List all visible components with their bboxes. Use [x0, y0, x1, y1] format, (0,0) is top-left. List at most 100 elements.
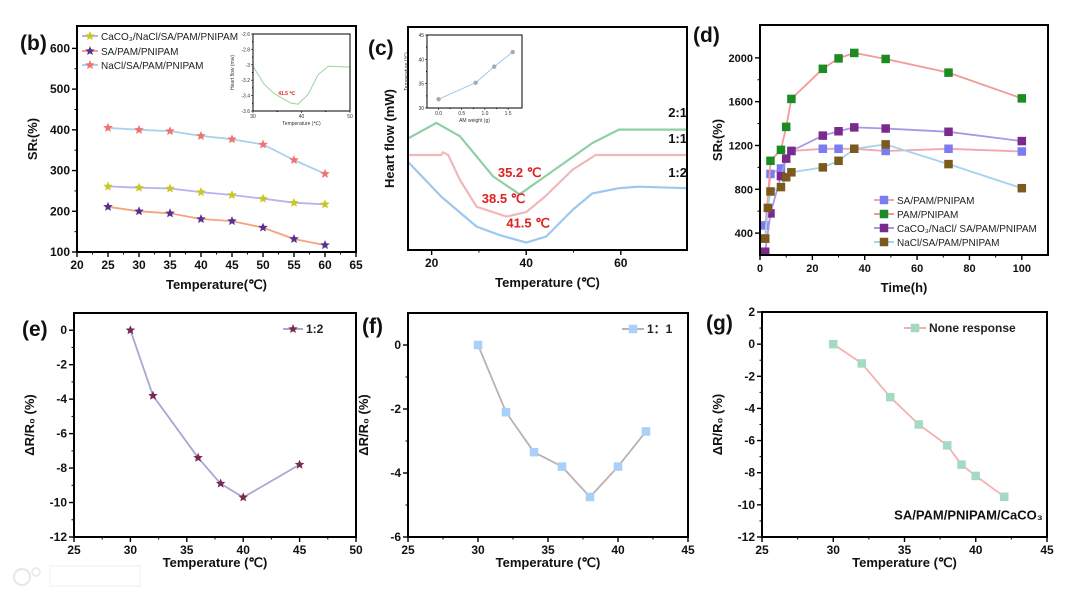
y-tick-label: 200: [50, 204, 70, 218]
y-tick-label: -3.6: [241, 109, 250, 115]
data-point: [215, 478, 226, 488]
series-lcst: [436, 49, 515, 102]
series-1-2: [407, 160, 688, 244]
plot-frame: [407, 312, 689, 538]
data-point: [134, 182, 144, 192]
x-tick-label: 80: [963, 263, 975, 275]
data-point: [881, 146, 890, 156]
y-tick-label: 2000: [729, 53, 753, 65]
data-point: [148, 390, 158, 400]
y-tick-label: 40: [418, 57, 424, 63]
y-tick-label: -8: [56, 461, 67, 475]
x-tick-label: 35: [163, 258, 177, 272]
x-tick-label: 45: [225, 258, 239, 272]
data-point: [320, 168, 330, 178]
legend-marker-icon: [85, 60, 95, 69]
legend-entry: CaCO₃/NaCl/SA/PAM/PNIPAM: [82, 31, 238, 43]
panel-inset: 30 40 50 -3.6 -3.4 -3.2 -3 -2.8 -2.6 Temperature …: [230, 32, 353, 127]
annotation: 41.5 ℃: [506, 216, 550, 231]
x-tick-label: 65: [349, 258, 363, 272]
x-tick-label: 60: [911, 263, 923, 275]
data-point: [294, 459, 305, 469]
data-point: [834, 126, 843, 136]
legend-label: SA/PAM/PNIPAM: [101, 47, 178, 58]
data-point: [103, 181, 113, 191]
series-line: [107, 205, 326, 246]
plot-frame: [759, 24, 1049, 256]
x-tick-label: 100: [1013, 263, 1031, 275]
x-tick-label: 20: [806, 263, 818, 275]
data-point: [776, 164, 786, 173]
data-point: [834, 156, 843, 166]
x-axis-title: Temperature(℃): [166, 277, 267, 292]
data-point: [766, 156, 775, 166]
inset-background: [427, 35, 522, 108]
series-line: [107, 185, 326, 206]
data-point: [320, 240, 330, 250]
data-point: [944, 68, 953, 77]
y-tick-label: -8: [744, 466, 755, 480]
x-tick-label: 50: [256, 258, 270, 272]
data-point: [227, 216, 237, 226]
x-tick-label: 35: [541, 543, 555, 557]
y-tick-label: -3.4: [241, 94, 250, 100]
series-1-1: [473, 340, 651, 502]
x-tick-label: 45: [293, 543, 307, 557]
y-tick-label: 2: [748, 305, 755, 319]
x-tick-label: 25: [67, 543, 81, 557]
data-point: [134, 206, 144, 216]
y-tick-label: -4: [744, 401, 755, 415]
x-tick-label: 1.0: [481, 111, 488, 117]
y-tick-label: -2: [744, 369, 755, 383]
series-none-response: [829, 339, 1009, 502]
data-point: [473, 340, 483, 350]
y-axis-title: Heart flow (mW): [382, 89, 397, 188]
data-point: [943, 441, 952, 450]
x-tick-label: 40: [611, 543, 625, 557]
data-point: [818, 163, 828, 172]
data-point: [818, 131, 828, 140]
y-tick-label: -3: [246, 63, 251, 69]
series-2-1: [407, 121, 687, 196]
data-point: [613, 462, 623, 471]
y-axis-title: ΔR/R₀ (%): [356, 394, 371, 455]
inset-background: [253, 34, 350, 111]
x-tick-label: 20: [70, 258, 84, 272]
data-point: [944, 144, 953, 154]
data-point: [510, 49, 515, 55]
y-tick-label: -4: [56, 392, 67, 406]
x-tick-label: 40: [194, 258, 208, 272]
y-tick-label: 100: [50, 245, 70, 259]
data-point: [944, 127, 953, 137]
plot-frame: [761, 311, 1048, 538]
data-point: [886, 392, 895, 402]
x-tick-label: 40: [237, 543, 251, 557]
y-tick-label: -12: [738, 530, 756, 544]
legend-entry: NaCl/SA/PAM/PNIPAM: [874, 237, 999, 249]
x-tick-label: 25: [755, 543, 769, 557]
panel-f: 25 30 35 40 45 -6 -4 -2 0 Temperature (℃) ΔR/R₀ (%…: [356, 312, 695, 570]
data-point: [125, 325, 136, 335]
series-1-2: [125, 325, 305, 502]
data-point: [850, 48, 859, 58]
panel-label: (g): [706, 312, 733, 335]
watermark-logo: [13, 565, 141, 587]
data-point: [881, 124, 890, 133]
y-axis-title: SRₜ(%): [25, 118, 40, 160]
x-axis-title: Temperature (℃): [852, 555, 957, 570]
x-tick-label: 60: [318, 258, 332, 272]
legend-label: CaCO₃/NaCl/ SA/PAM/PNIPAM: [897, 224, 1037, 235]
y-tick-label: -10: [50, 496, 68, 510]
series-1-1: [408, 151, 687, 218]
data-point: [787, 146, 796, 156]
data-point: [289, 155, 299, 164]
x-axis-title: Temperature (℃): [496, 555, 601, 570]
x-tick-label: 45: [1040, 543, 1054, 557]
series-caco-nacl-sa-pam-pnipam: [103, 181, 330, 209]
series-line: [407, 160, 688, 244]
y-tick-label: 45: [418, 33, 424, 39]
panel-e: 25 30 35 40 45 50 -12 -10 -8 -6 -4 -2 0 Temperature (…: [22, 312, 363, 570]
data-point: [320, 199, 330, 209]
series-line: [477, 344, 647, 498]
data-point: [501, 407, 511, 417]
